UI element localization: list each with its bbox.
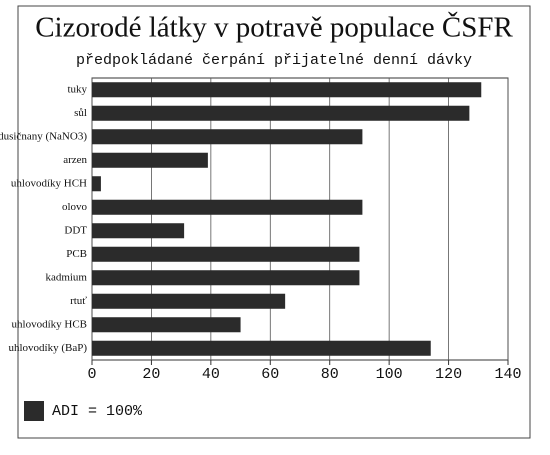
y-tick-label: rtuť (70, 295, 87, 307)
y-tick-label: uhlovodíky HCB (12, 318, 87, 330)
bar (92, 340, 431, 356)
bar (92, 105, 470, 121)
x-tick-label: 20 (142, 366, 160, 383)
bar (92, 129, 363, 145)
x-tick-label: 60 (261, 366, 279, 383)
x-tick-label: 100 (376, 366, 403, 383)
y-tick-label: uhlovodíky (BaP) (8, 342, 87, 354)
bar (92, 223, 185, 239)
legend-swatch (24, 401, 44, 421)
chart-subtitle: předpokládané čerpání přijatelné denní d… (76, 52, 472, 69)
x-tick-label: 0 (87, 366, 96, 383)
y-tick-label: olovo (62, 201, 88, 213)
bar (92, 199, 363, 215)
bar (92, 317, 241, 333)
x-tick-label: 140 (494, 366, 521, 383)
x-tick-label: 120 (435, 366, 462, 383)
legend-label: ADI = 100% (52, 403, 143, 420)
y-tick-label: DDT (64, 224, 87, 236)
x-tick-label: 40 (202, 366, 220, 383)
y-tick-label: tuky (67, 83, 87, 95)
y-tick-label: kadmium (45, 271, 87, 283)
y-tick-label: sůl (74, 107, 87, 119)
bar (92, 152, 208, 168)
bar (92, 82, 482, 98)
bar (92, 176, 101, 192)
bar (92, 293, 286, 309)
y-tick-label: dusičnany (NaNO3) (0, 130, 87, 142)
y-tick-label: PCB (66, 248, 87, 260)
x-tick-label: 80 (321, 366, 339, 383)
y-tick-label: arzen (63, 154, 87, 166)
bar (92, 270, 360, 286)
bar (92, 246, 360, 262)
y-tick-label: uhlovodíky HCH (11, 177, 87, 189)
chart-title: Cizorodé látky v potravě populace ČSFR (35, 11, 513, 44)
